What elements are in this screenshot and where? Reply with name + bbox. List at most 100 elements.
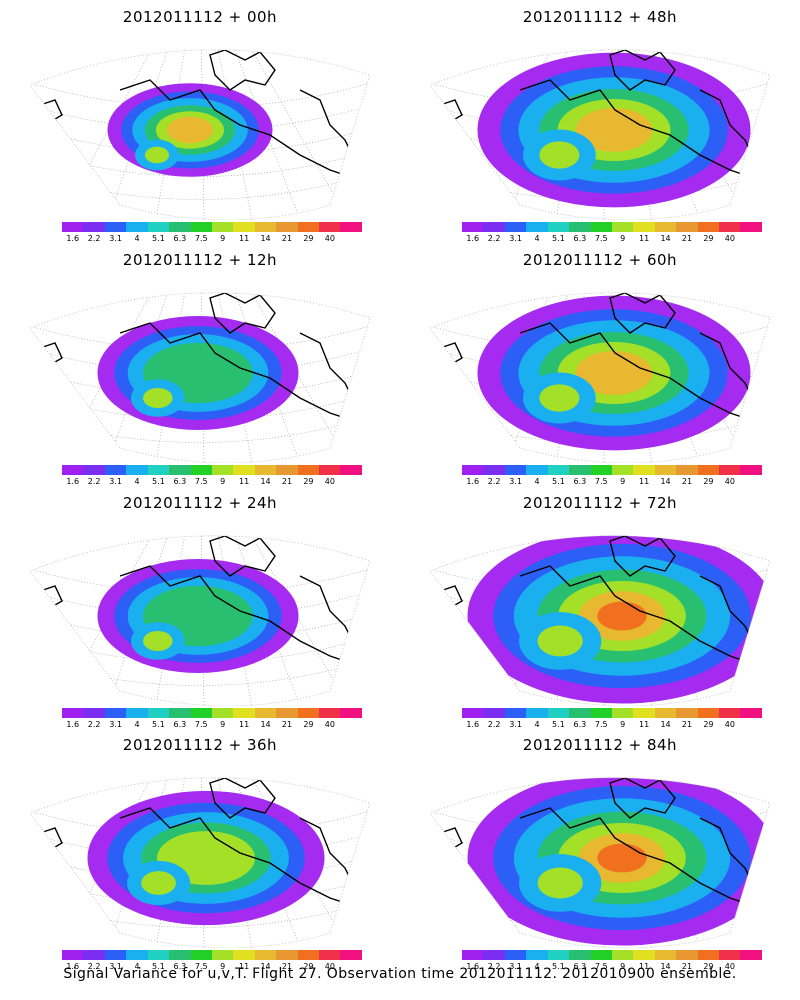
colorbar-swatch — [126, 950, 148, 960]
domain-outline — [29, 535, 371, 706]
colorbar-swatch — [676, 950, 698, 960]
colorbar-swatch — [590, 465, 612, 475]
colorbar-label: 14 — [660, 962, 671, 971]
colorbar: 1.6 2.2 3.1 4 5.1 6.3 7.5 9 11 14 21 29 40 — [62, 222, 362, 246]
colorbar-swatch — [233, 222, 255, 232]
variance-field — [87, 790, 325, 926]
colorbar-swatch — [147, 222, 170, 232]
colorbar-swatch — [126, 222, 148, 232]
colorbar-label: 7.5 — [594, 720, 608, 729]
colorbar-label: 29 — [303, 962, 314, 971]
colorbar-label: 40 — [324, 962, 335, 971]
colorbar-swatch — [297, 465, 320, 475]
domain-outline — [429, 535, 771, 706]
colorbar-label: 7.5 — [194, 477, 208, 486]
colorbar-swatch — [319, 950, 341, 960]
colorbar-swatch — [254, 222, 277, 232]
colorbar-label: 21 — [281, 962, 293, 971]
colorbar-label: 3.1 — [109, 962, 122, 971]
colorbar-swatch — [319, 465, 341, 475]
colorbar-swatch — [233, 708, 255, 718]
colorbar-swatch — [62, 950, 84, 960]
colorbar: 1.6 2.2 3.1 4 5.1 6.3 7.5 9 11 14 21 29 40 — [62, 950, 362, 974]
colorbar-swatch — [547, 465, 570, 475]
colorbar-label: 11 — [239, 962, 250, 971]
colorbar-swatch — [569, 708, 591, 718]
colorbar-label: 9 — [220, 234, 226, 243]
colorbar-swatch — [297, 222, 320, 232]
colorbar-swatch — [504, 708, 527, 718]
colorbar-swatch — [190, 708, 212, 718]
colorbar-swatch — [62, 465, 84, 475]
variance-map — [29, 535, 371, 706]
variance-map — [29, 777, 371, 948]
colorbar-label: 11 — [639, 234, 650, 243]
colorbar-label: 40 — [724, 962, 735, 971]
colorbar-label: 2.2 — [87, 720, 101, 729]
colorbar-label: 5.1 — [152, 477, 165, 486]
colorbar-label: 4 — [534, 477, 540, 486]
colorbar-swatch — [211, 950, 234, 960]
colorbar-swatch — [104, 708, 127, 718]
domain-outline — [429, 49, 771, 220]
colorbar-label: 7.5 — [594, 234, 608, 243]
colorbar-label: 14 — [660, 477, 671, 486]
colorbar-label: 4 — [534, 720, 540, 729]
colorbar-label: 29 — [703, 720, 714, 729]
domain-outline — [429, 292, 771, 463]
colorbar-label: 7.5 — [194, 234, 208, 243]
colorbar-swatch — [569, 465, 591, 475]
colorbar-label: 9 — [620, 234, 626, 243]
colorbar-swatch — [611, 465, 634, 475]
colorbar-swatch — [483, 950, 505, 960]
colorbar-swatch — [740, 950, 762, 960]
colorbar-swatch — [697, 222, 720, 232]
colorbar-swatch — [611, 222, 634, 232]
colorbar-swatch — [590, 950, 612, 960]
colorbar-swatch — [147, 950, 170, 960]
colorbar-label: 14 — [260, 962, 271, 971]
colorbar: 1.6 2.2 3.1 4 5.1 6.3 7.5 9 11 14 21 29 40 — [462, 950, 762, 974]
colorbar-label: 29 — [703, 477, 714, 486]
colorbar-label: 1.6 — [466, 962, 480, 971]
colorbar-label: 6.3 — [173, 234, 187, 243]
colorbar-label: 40 — [324, 234, 335, 243]
colorbar-swatch — [547, 222, 570, 232]
colorbar-label: 29 — [703, 234, 714, 243]
colorbar-swatch — [147, 708, 170, 718]
colorbar-swatch — [104, 465, 127, 475]
colorbar-swatch — [169, 708, 191, 718]
colorbar-label: 1.6 — [466, 720, 480, 729]
colorbar-label: 29 — [703, 962, 714, 971]
colorbar-label: 29 — [303, 720, 314, 729]
colorbar-swatch — [590, 222, 612, 232]
colorbar-label: 5.1 — [152, 720, 165, 729]
colorbar-label: 21 — [281, 234, 293, 243]
colorbar-label: 14 — [260, 477, 271, 486]
colorbar-swatch — [697, 950, 720, 960]
colorbar-label: 9 — [220, 962, 226, 971]
colorbar-swatch — [526, 708, 548, 718]
colorbar-swatch — [297, 708, 320, 718]
colorbar-label: 9 — [220, 720, 226, 729]
colorbar-label: 14 — [660, 234, 671, 243]
figure-caption: Signal Variance for u,v,T. Flight 27. Ob… — [63, 966, 737, 982]
colorbar-label: 2.2 — [87, 477, 101, 486]
variance-field — [477, 295, 751, 451]
colorbar-swatch — [104, 222, 127, 232]
colorbar-label: 5.1 — [152, 234, 165, 243]
colorbar-swatch — [654, 950, 677, 960]
colorbar-label: 1.6 — [66, 962, 80, 971]
colorbar-label: 4 — [534, 234, 540, 243]
colorbar-swatch — [147, 465, 170, 475]
colorbar-label: 3.1 — [109, 234, 122, 243]
colorbar-label: 7.5 — [194, 720, 208, 729]
colorbar-swatch — [504, 950, 527, 960]
variance-field — [467, 535, 770, 704]
colorbar-swatch — [633, 222, 655, 232]
colorbar-swatch — [211, 465, 234, 475]
map-panel: 2012011112 + 00h 1.6 2.2 3.1 4 5.1 6.3 7.5 9 11 14… — [0, 0, 400, 245]
domain-outline — [429, 777, 771, 948]
colorbar-label: 11 — [639, 962, 650, 971]
colorbar-label: 1.6 — [66, 477, 80, 486]
